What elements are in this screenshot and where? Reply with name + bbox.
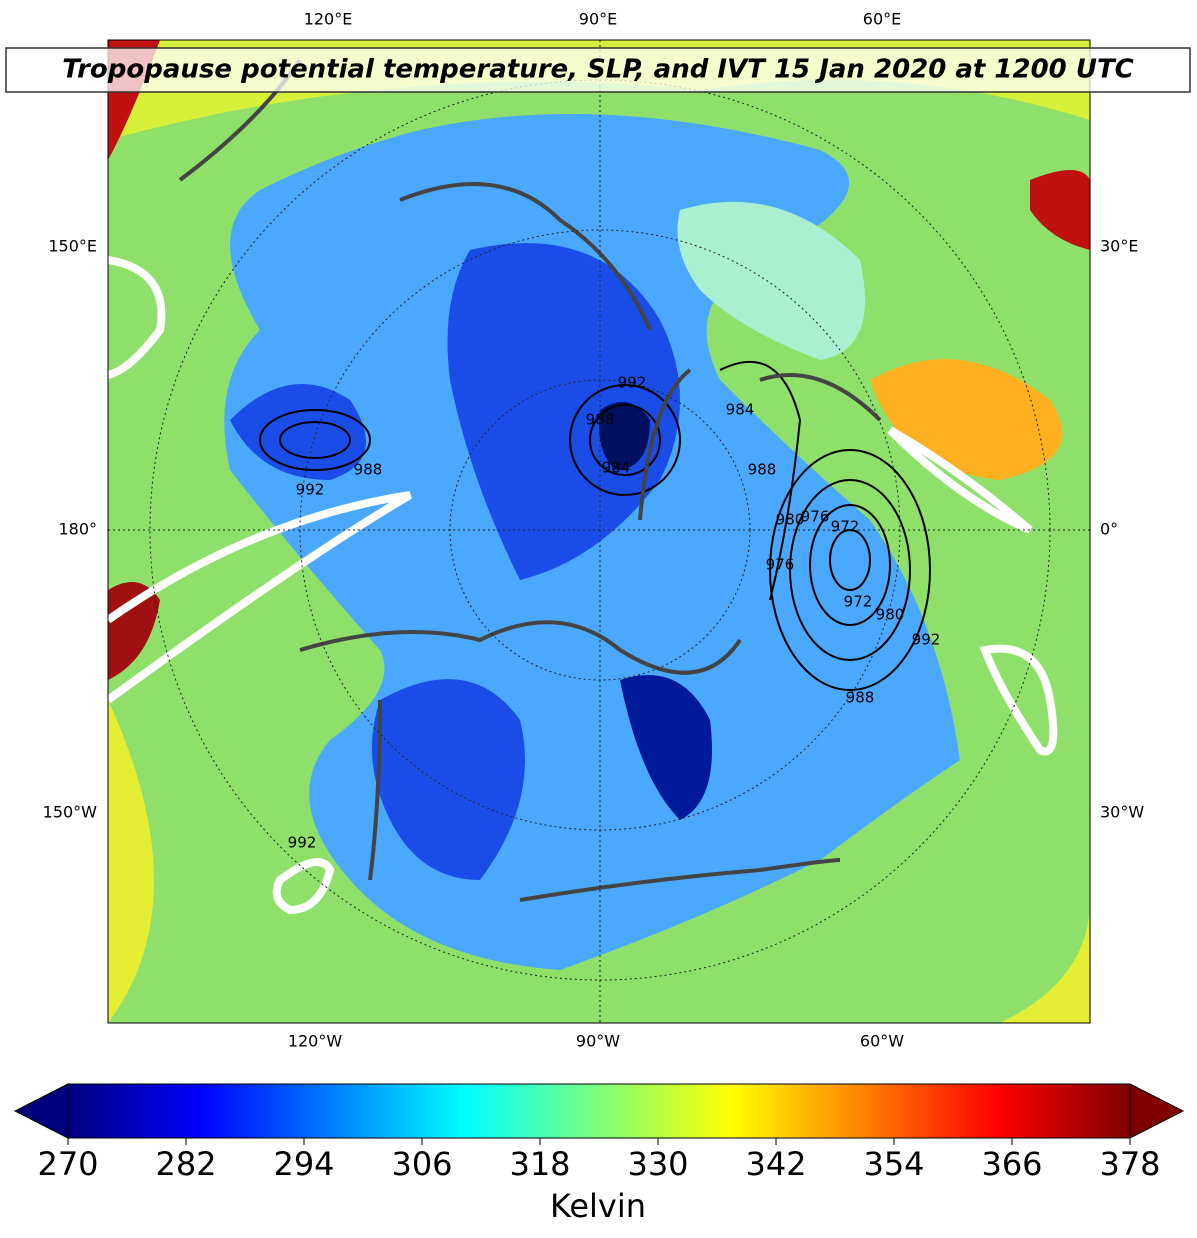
map — [108, 40, 1090, 1023]
colorbar-tick-label: 282 — [155, 1145, 216, 1183]
cold-core — [372, 679, 525, 880]
colorbar-tick-label: 366 — [981, 1145, 1042, 1183]
graticule — [108, 40, 1090, 1023]
colorbar-frame — [67, 1083, 1131, 1139]
lon-label: 90°W — [576, 1032, 620, 1051]
contour-label: 992 — [618, 374, 647, 392]
contour-label: 976 — [801, 508, 830, 526]
contour-label: 992 — [296, 481, 325, 499]
colorbar-tick-label: 306 — [391, 1145, 452, 1183]
lon-label: 90°E — [579, 10, 617, 29]
contour-label: 988 — [586, 411, 615, 429]
lon-label: 150°E — [48, 237, 97, 256]
colorbar-tick-label: 270 — [37, 1145, 98, 1183]
contour-label: 984 — [602, 459, 631, 477]
warm-tongue — [677, 201, 865, 360]
cold-core — [620, 675, 712, 820]
contour-label: 988 — [748, 461, 777, 479]
cold-core — [599, 402, 650, 470]
colorbar-tick-label: 294 — [273, 1145, 334, 1183]
lon-label: 120°W — [288, 1032, 343, 1051]
contour-label: 980 — [776, 511, 805, 529]
coastlines — [178, 58, 882, 902]
map-frame — [107, 39, 1091, 1024]
lon-label: 30°E — [1100, 237, 1138, 256]
lon-label: 0° — [1100, 520, 1118, 539]
colorbar-extend-high — [1129, 1083, 1185, 1139]
lon-label: 150°W — [43, 803, 98, 822]
lon-label: 60°W — [860, 1032, 904, 1051]
contour-label: 992 — [912, 631, 941, 649]
title-box — [5, 47, 1191, 93]
contour-label: 976 — [766, 556, 795, 574]
contour-label: 988 — [846, 689, 875, 707]
title: Tropopause potential temperature, SLP, a… — [62, 55, 1134, 85]
colorbar-tick-label: 318 — [509, 1145, 570, 1183]
contour-label: 992 — [288, 834, 317, 852]
contour-label: 972 — [844, 593, 873, 611]
contour-label: 984 — [726, 401, 755, 419]
hot-region — [1030, 170, 1090, 250]
ivt-contours — [108, 256, 1058, 915]
colorbar-tick-label: 330 — [627, 1145, 688, 1183]
colorbar-tick-label: 378 — [1099, 1145, 1160, 1183]
contour-label: 980 — [876, 606, 905, 624]
colorbar-extend-low — [13, 1083, 69, 1139]
contour-label: 988 — [354, 461, 383, 479]
colorbar — [68, 1084, 1130, 1138]
lon-label: 60°E — [863, 10, 901, 29]
lon-label: 120°E — [304, 10, 353, 29]
colorbar-label: Kelvin — [550, 1187, 646, 1225]
contour-label: 972 — [831, 518, 860, 536]
lon-label: 30°W — [1100, 803, 1144, 822]
colorbar-tick-label: 354 — [863, 1145, 924, 1183]
lon-label: 180° — [58, 520, 97, 539]
colorbar-tick-label: 342 — [745, 1145, 806, 1183]
